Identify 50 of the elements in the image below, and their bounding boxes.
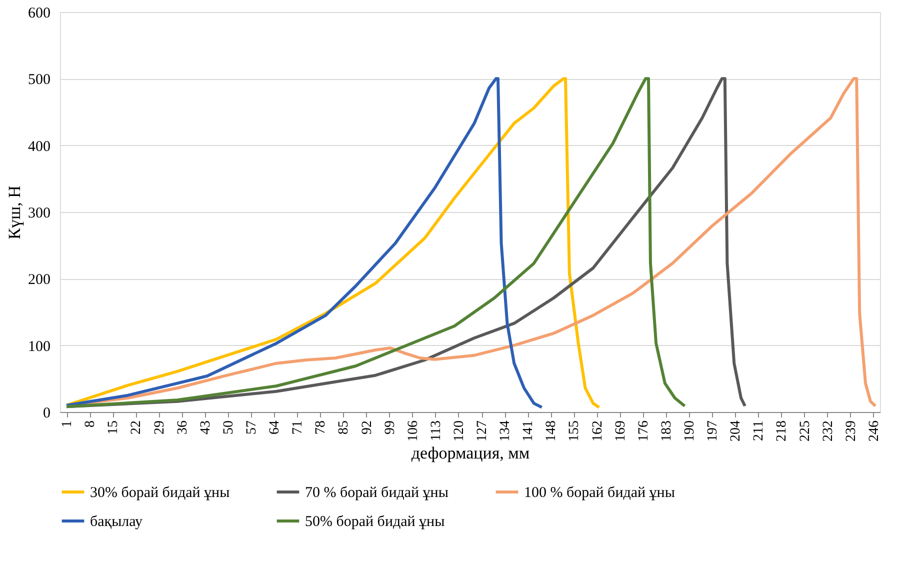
y-tick-label: 0 [43, 406, 50, 422]
x-tick-label: 1 [60, 420, 76, 428]
x-tick-label: 211 [752, 420, 767, 441]
x-tick-label: 71 [290, 420, 306, 434]
x-tick-label: 127 [475, 420, 490, 442]
x-tick-label: 64 [268, 420, 283, 434]
legend-label: 100 % борай бидай ұны [524, 485, 675, 501]
x-tick-label: 190 [682, 420, 698, 442]
y-tick-label: 600 [28, 6, 50, 22]
x-tick-label: 8 [83, 420, 98, 428]
x-tick-label: 113 [428, 420, 444, 441]
x-tick-label: 85 [336, 420, 352, 434]
y-tick-label: 500 [28, 72, 50, 88]
x-tick-label: 106 [406, 420, 421, 442]
x-tick-label: 22 [129, 420, 144, 434]
y-tick-label: 400 [28, 138, 50, 155]
legend-label: 70 % борай бидай ұны [305, 485, 448, 501]
y-tick-label: 300 [28, 206, 50, 222]
legend-label: 50% борай бидай ұны [305, 514, 445, 530]
x-tick-label: 162 [590, 420, 606, 442]
x-tick-label: 57 [244, 420, 260, 434]
y-tick-label: 100 [28, 338, 50, 355]
y-axis-title: Күш, Н [5, 186, 24, 240]
x-tick-label: 92 [360, 420, 375, 434]
x-tick-label: 218 [774, 420, 790, 442]
x-tick-label: 50 [221, 420, 236, 434]
x-tick-label: 225 [798, 420, 813, 442]
x-tick-label: 15 [106, 420, 122, 434]
x-tick-label: 155 [567, 420, 582, 442]
x-tick-label: 78 [314, 420, 329, 434]
x-tick-label: 232 [820, 420, 836, 442]
x-tick-label: 99 [382, 420, 398, 434]
legend-label: 30% борай бидай ұны [90, 485, 230, 501]
x-tick-label: 120 [452, 420, 467, 442]
x-tick-label: 204 [728, 420, 744, 442]
x-tick-label: 141 [521, 420, 536, 442]
y-tick-label: 200 [28, 272, 50, 288]
x-tick-label: 148 [544, 420, 560, 442]
x-tick-label: 239 [844, 420, 859, 442]
x-tick-label: 176 [636, 420, 652, 442]
x-tick-label: 43 [198, 420, 214, 434]
x-tick-label: 36 [175, 420, 190, 434]
x-tick-label: 134 [498, 420, 514, 442]
x-tick-label: 169 [613, 420, 628, 442]
x-tick-label: 183 [659, 420, 674, 442]
legend-label: бақылау [90, 514, 144, 530]
x-axis-title: деформация, мм [411, 444, 530, 462]
x-tick-label: 197 [706, 420, 721, 442]
x-tick-label: 29 [152, 420, 168, 434]
x-tick-label: 246 [866, 420, 882, 442]
